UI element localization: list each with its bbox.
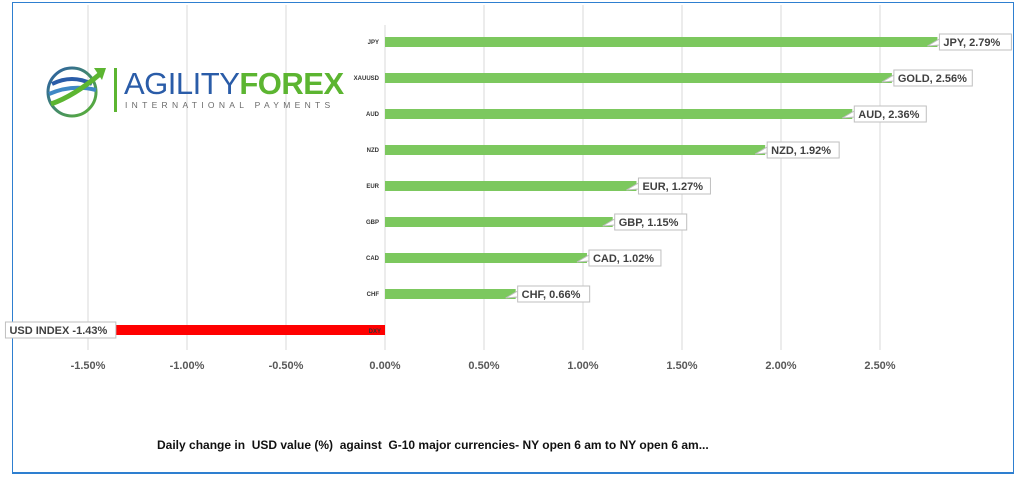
x-tick-label: -0.50%	[269, 360, 304, 372]
data-label: USD INDEX -1.43%	[9, 325, 107, 337]
bar-nzd	[385, 145, 766, 155]
logo-divider	[114, 68, 117, 112]
data-label: EUR, 1.27%	[642, 181, 703, 193]
chart-caption: Daily change in USD value (%) against G-…	[157, 438, 709, 452]
category-label: NZD	[367, 148, 380, 154]
data-label-box	[588, 249, 662, 267]
data-label-box	[853, 105, 927, 123]
data-label: AUD, 2.36%	[858, 109, 919, 121]
logo-tagline: INTERNATIONAL PAYMENTS	[125, 100, 335, 110]
bar-jpy	[385, 37, 938, 47]
data-label-box	[938, 33, 1012, 51]
bar-dxy	[101, 325, 386, 335]
category-label: EUR	[366, 184, 379, 190]
category-label: JPY	[368, 40, 379, 46]
logo-brand-a: AGILITY	[124, 66, 240, 101]
data-label-box	[637, 177, 711, 195]
x-tick-label: -1.50%	[71, 360, 106, 372]
x-tick-label: 0.50%	[468, 360, 499, 372]
data-label-box	[517, 285, 591, 303]
logo-brand-b: FOREX	[239, 66, 344, 101]
category-label: CHF	[367, 292, 380, 298]
data-label: GOLD, 2.56%	[898, 73, 967, 85]
bar-eur	[385, 181, 637, 191]
globe-icon	[46, 66, 106, 118]
data-label: CHF, 0.66%	[522, 289, 581, 301]
x-tick-label: 1.50%	[666, 360, 697, 372]
category-label: DXY	[369, 329, 381, 335]
x-tick-label: -1.00%	[170, 360, 205, 372]
agility-forex-logo: AGILITYFOREX INTERNATIONAL PAYMENTS	[44, 60, 344, 120]
bar-aud	[385, 109, 853, 119]
data-label-box	[4, 321, 117, 339]
category-label: GBP	[366, 220, 379, 226]
bar-xauusd	[385, 73, 892, 83]
data-label-box	[893, 69, 973, 87]
bar-chf	[385, 289, 516, 299]
x-tick-label: 0.00%	[369, 360, 400, 372]
x-tick-label: 2.50%	[864, 360, 895, 372]
data-label: CAD, 1.02%	[593, 253, 654, 265]
chart-frame	[12, 2, 1014, 474]
data-label: JPY, 2.79%	[943, 37, 1000, 49]
data-label: GBP, 1.15%	[619, 217, 679, 229]
data-label-box	[766, 141, 840, 159]
bar-gbp	[385, 217, 613, 227]
x-tick-label: 1.00%	[567, 360, 598, 372]
category-label: AUD	[366, 112, 380, 118]
category-label: CAD	[366, 256, 380, 262]
category-label: XAUUSD	[354, 76, 380, 82]
x-tick-label: 2.00%	[765, 360, 796, 372]
bar-cad	[385, 253, 587, 263]
data-label-box	[614, 213, 688, 231]
data-label: NZD, 1.92%	[771, 145, 831, 157]
